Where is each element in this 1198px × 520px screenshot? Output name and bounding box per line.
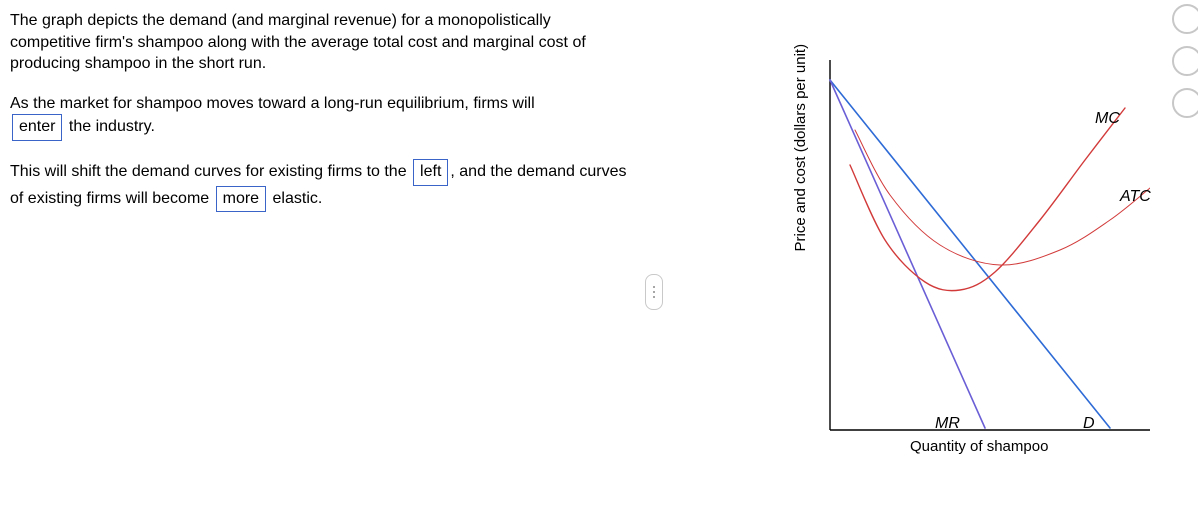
atc-label: ATC xyxy=(1120,188,1151,206)
answer-box-enter[interactable]: enter xyxy=(12,114,62,141)
round-button-1[interactable] xyxy=(1172,4,1198,34)
panel-resize-handle[interactable] xyxy=(645,274,663,310)
mr-label: MR xyxy=(935,415,960,433)
line3-post: elastic. xyxy=(268,190,322,207)
round-button-2[interactable] xyxy=(1172,46,1198,76)
economics-chart: Price and cost (dollars per unit) Quanti… xyxy=(790,60,1180,490)
answer-box-more[interactable]: more xyxy=(216,186,266,213)
demand-label: D xyxy=(1083,415,1095,433)
line2-pre: As the market for shampoo moves toward a… xyxy=(10,95,535,112)
answer-box-left[interactable]: left xyxy=(413,159,448,186)
mc-label: MC xyxy=(1095,110,1120,128)
line3-pre: This will shift the demand curves for ex… xyxy=(10,163,411,180)
round-button-3[interactable] xyxy=(1172,88,1198,118)
line2-post: the industry. xyxy=(64,118,154,135)
right-side-buttons xyxy=(1182,4,1198,130)
y-axis-label: Price and cost (dollars per unit) xyxy=(792,44,809,252)
page-root: The graph depicts the demand (and margin… xyxy=(0,0,1198,520)
x-axis-label: Quantity of shampoo xyxy=(910,438,1048,455)
intro-paragraph: The graph depicts the demand (and margin… xyxy=(10,10,630,75)
sentence-firms-will: As the market for shampoo moves toward a… xyxy=(10,93,630,141)
question-text-column: The graph depicts the demand (and margin… xyxy=(10,10,630,230)
sentence-shift: This will shift the demand curves for ex… xyxy=(10,159,630,212)
